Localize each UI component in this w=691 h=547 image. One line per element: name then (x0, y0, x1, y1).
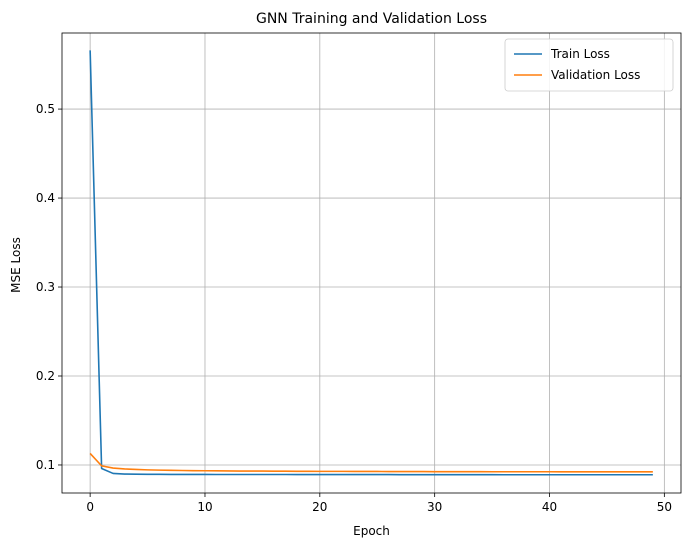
y-tick-label: 0.5 (36, 102, 55, 116)
y-axis-label: MSE Loss (9, 237, 23, 293)
x-tick-label: 0 (86, 500, 94, 514)
y-tick-label: 0.3 (36, 280, 55, 294)
y-tick-label: 0.4 (36, 191, 55, 205)
x-tick-label: 30 (427, 500, 442, 514)
series-line-train-loss (89, 50, 653, 476)
legend-label: Validation Loss (551, 68, 640, 82)
axes: 0 10 20 30 40 50 0.1 0.2 0.3 0.4 0.5 (36, 32, 682, 514)
x-tick-label: 50 (657, 500, 672, 514)
legend-box (504, 38, 674, 92)
grid-lines (62, 33, 681, 493)
chart-title: GNN Training and Validation Loss (256, 11, 487, 27)
y-tick-label: 0.1 (36, 458, 55, 472)
x-tick-label: 10 (197, 500, 212, 514)
x-tick-label: 40 (542, 500, 557, 514)
legend: Train Loss Validation Loss (504, 38, 674, 92)
series-line-validation-loss (89, 452, 653, 473)
plot-frame (61, 32, 682, 494)
series-lines (89, 50, 653, 476)
legend-label: Train Loss (550, 47, 610, 61)
y-tick-label: 0.2 (36, 369, 55, 383)
x-tick-label: 20 (312, 500, 327, 514)
x-axis-label: Epoch (353, 524, 390, 538)
